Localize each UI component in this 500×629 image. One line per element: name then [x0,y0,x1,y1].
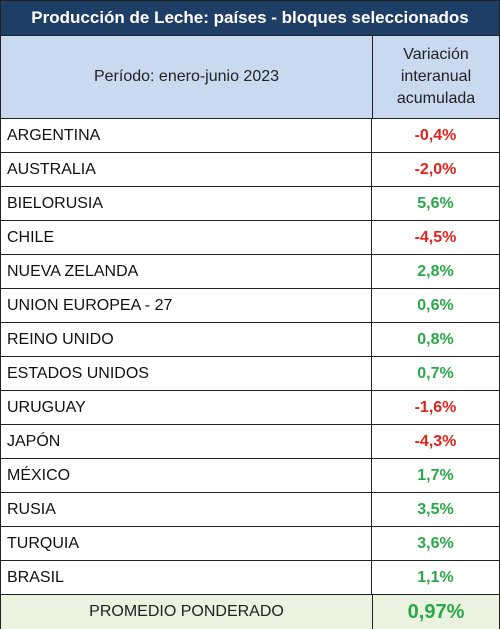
weighted-average-value: 0,97% [407,600,465,623]
country-cell: JAPÓN [1,425,372,458]
variation-header-line-1: Variación [403,46,469,63]
country-cell: BRASIL [1,561,372,594]
country-cell: MÉXICO [1,459,372,492]
country-cell: AUSTRALIA [1,153,372,186]
table-row: AUSTRALIA -2,0% [1,153,499,187]
country-cell: NUEVA ZELANDA [1,255,372,288]
country-cell: ARGENTINA [1,119,372,152]
variation-cell: -1,6% [414,398,457,416]
table-row: TURQUIA 3,6% [1,527,499,561]
table-row: MÉXICO 1,7% [1,459,499,493]
variation-header-line-2: interanual [400,68,472,85]
table-row: BIELORUSIA 5,6% [1,187,499,221]
variation-cell: 1,7% [417,466,454,484]
weighted-average-row: PROMEDIO PONDERADO 0,97% [1,595,499,629]
variation-cell: -2,0% [414,160,457,178]
variation-cell: -4,3% [414,432,457,450]
variation-cell: 0,8% [417,330,454,348]
table-row: RUSIA 3,5% [1,493,499,527]
variation-cell: 3,5% [417,500,454,518]
country-cell: UNION EUROPEA - 27 [1,289,372,322]
table-row: JAPÓN -4,3% [1,425,499,459]
table-row: NUEVA ZELANDA 2,8% [1,255,499,289]
country-cell: TURQUIA [1,527,372,560]
table-row: UNION EUROPEA - 27 0,6% [1,289,499,323]
period-header: Período: enero-junio 2023 [1,36,373,118]
variation-cell: 3,6% [417,534,454,552]
table-row: ESTADOS UNIDOS 0,7% [1,357,499,391]
country-cell: BIELORUSIA [1,187,372,220]
table-title: Producción de Leche: países - bloques se… [1,1,499,36]
country-cell: CHILE [1,221,372,254]
variation-cell: 1,1% [417,568,454,586]
table-row: CHILE -4,5% [1,221,499,255]
weighted-average-label: PROMEDIO PONDERADO [1,595,373,629]
variation-header: Variación interanual acumulada [373,36,499,118]
country-cell: ESTADOS UNIDOS [1,357,372,390]
table-header: Período: enero-junio 2023 Variación inte… [1,36,499,119]
table-body: ARGENTINA -0,4% AUSTRALIA -2,0% BIELORUSIA… [1,119,499,595]
variation-cell: 0,7% [417,364,454,382]
variation-cell: 2,8% [417,262,454,280]
table-row: BRASIL 1,1% [1,561,499,595]
table-row: REINO UNIDO 0,8% [1,323,499,357]
variation-cell: 0,6% [417,296,454,314]
country-cell: RUSIA [1,493,372,526]
variation-header-line-3: acumulada [396,90,476,107]
variation-cell: -0,4% [414,126,457,144]
variation-cell: 5,6% [417,194,454,212]
table-row: URUGUAY -1,6% [1,391,499,425]
table-row: ARGENTINA -0,4% [1,119,499,153]
variation-cell: -4,5% [414,228,457,246]
country-cell: REINO UNIDO [1,323,372,356]
country-cell: URUGUAY [1,391,372,424]
